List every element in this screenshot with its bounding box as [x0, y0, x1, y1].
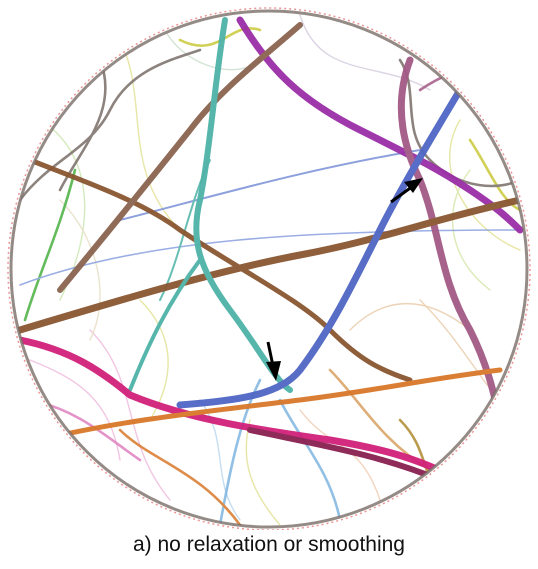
edge [89, 329, 171, 501]
edge-magenta [16, 336, 464, 484]
disk-rim-red [7, 7, 531, 530]
edge-brown [16, 196, 524, 334]
edge-layer [16, 14, 524, 527]
edge-green [23, 168, 77, 322]
edge [59, 199, 101, 341]
edge-teal [128, 258, 202, 392]
edge-blue [176, 86, 464, 409]
edge [349, 302, 471, 331]
edge-teal [193, 17, 293, 393]
edge [299, 14, 431, 91]
arrow-upper-right [390, 178, 423, 204]
figure-caption: a) no relaxation or smoothing [133, 533, 405, 556]
edge-yellow [468, 138, 522, 212]
thin-edges [29, 14, 521, 526]
edge [119, 39, 181, 231]
disk-rim [9, 9, 529, 529]
edge-brown [27, 157, 413, 383]
arrow-center [266, 341, 281, 381]
edge-mauve-bundle [397, 56, 504, 424]
edge-orange [118, 428, 242, 527]
edge-brown-grey [57, 22, 303, 293]
edge-lightblue [278, 398, 342, 522]
edge [199, 399, 241, 521]
edge-orange [37, 367, 503, 443]
edge [449, 119, 521, 251]
edge-magenta-dark [247, 427, 443, 483]
edge [245, 419, 281, 526]
edge-grey [398, 58, 522, 188]
edge-grey [18, 48, 202, 202]
disk-background [11, 11, 527, 527]
thick-edges [16, 16, 524, 484]
edge-bundling-diagram [7, 7, 531, 530]
